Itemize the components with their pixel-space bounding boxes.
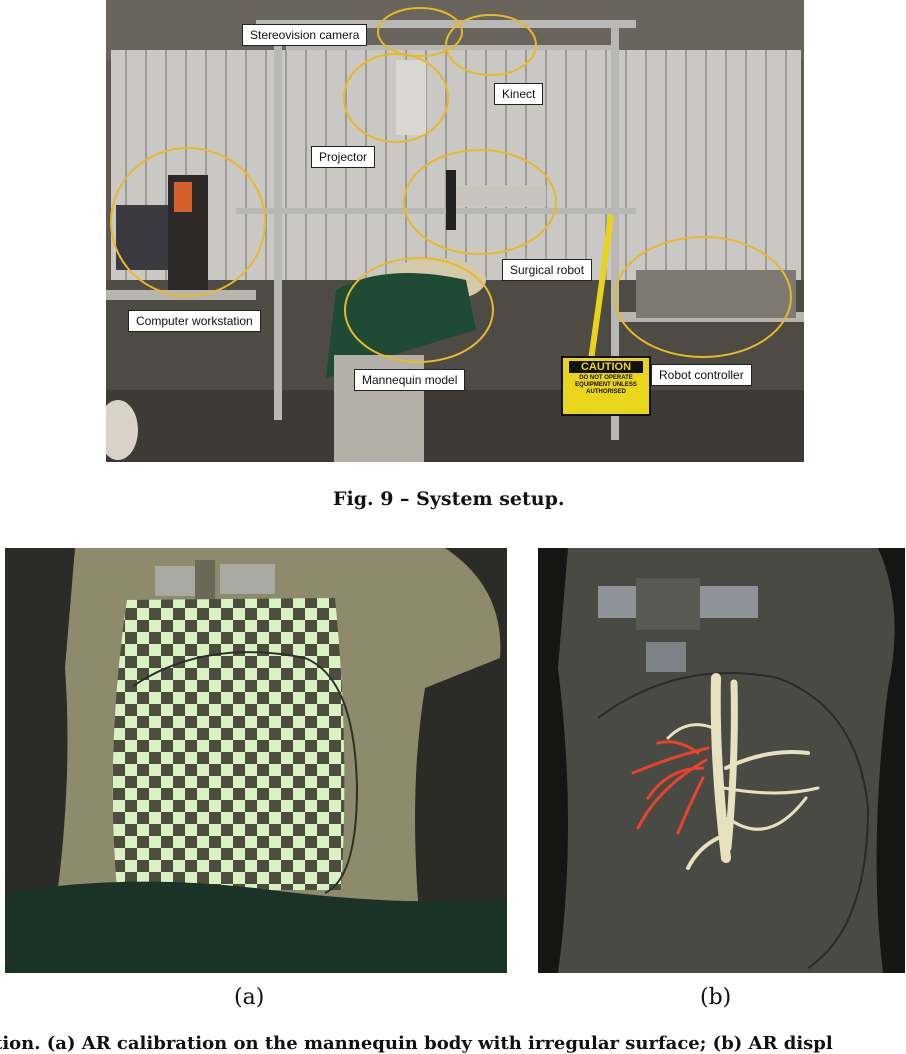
mannequin-checkerboard-illustration <box>5 548 507 973</box>
caution-sign-body: DO NOT OPERATE EQUIPMENT UNLESS AUTHORIS… <box>575 375 637 395</box>
label-computer-workstation: Computer workstation <box>128 310 261 332</box>
highlight-kinect <box>445 14 537 76</box>
label-mannequin-model: Mannequin model <box>354 369 466 391</box>
label-kinect: Kinect <box>494 83 544 105</box>
label-surgical-robot: Surgical robot <box>502 259 593 281</box>
highlight-projector <box>343 53 449 143</box>
figure-10-caption: tion. (a) AR calibration on the mannequi… <box>0 1033 833 1054</box>
panel-b-label: (b) <box>700 985 732 1010</box>
ar-calibration-photo <box>5 548 507 973</box>
mannequin-vessel-illustration <box>538 548 905 973</box>
system-setup-photo: Stereovision camera Kinect Projector Sur… <box>106 0 804 462</box>
caution-sign: CAUTION DO NOT OPERATE EQUIPMENT UNLESS … <box>561 356 651 416</box>
panel-a-label: (a) <box>234 985 265 1010</box>
highlight-computer-workstation <box>110 147 266 297</box>
lab-scene-illustration <box>106 0 804 462</box>
label-projector: Projector <box>311 146 376 168</box>
highlight-robot-controller <box>614 236 792 358</box>
label-stereovision-camera: Stereovision camera <box>242 24 368 46</box>
figure-9-caption: Fig. 9 – System setup. <box>333 488 565 510</box>
highlight-mannequin-model <box>344 257 494 363</box>
label-robot-controller: Robot controller <box>651 364 752 386</box>
highlight-surgical-robot <box>403 149 557 255</box>
component-highlight-ellipses <box>110 7 792 363</box>
highlight-stereovision-camera <box>377 7 463 57</box>
ar-display-photo <box>538 548 905 973</box>
caution-sign-title: CAUTION <box>569 361 643 373</box>
